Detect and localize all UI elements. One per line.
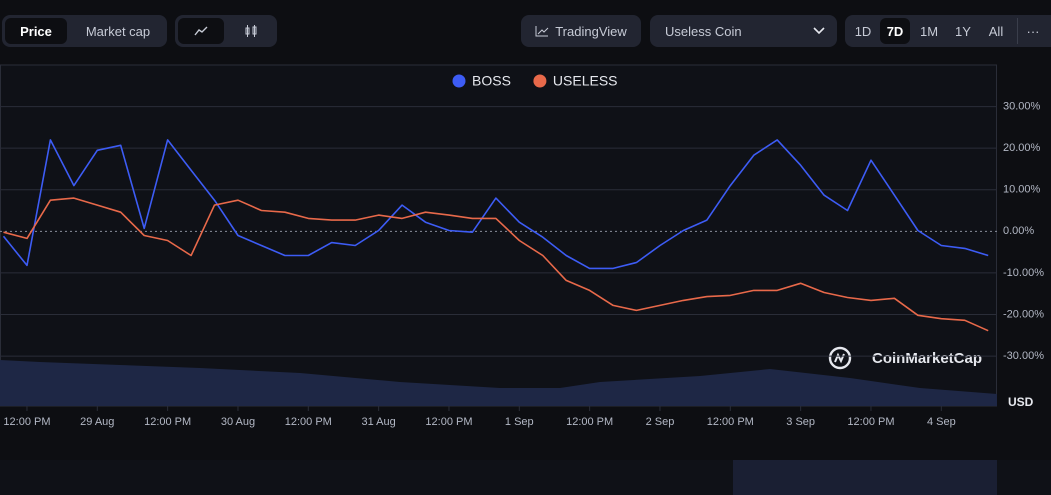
legend-swatch: [452, 74, 466, 88]
x-tick-label: 12:00 PM: [707, 416, 754, 428]
volume-area: [0, 360, 997, 406]
plot-area: [0, 64, 997, 407]
x-tick-label: 12:00 PM: [285, 416, 332, 428]
x-tick-label: 29 Aug: [80, 416, 114, 428]
range[interactable]: 1Y: [955, 23, 971, 39]
coin-select[interactable]: Useless Coin: [650, 15, 837, 47]
y-tick-label: -10.00%: [1003, 267, 1044, 279]
legend-swatch: [533, 74, 547, 88]
y-tick-label: 10.00%: [1003, 184, 1041, 196]
range-group: 1D 7D 1M 1Y All ···: [845, 15, 1051, 47]
line-icon: [194, 26, 208, 36]
chevron: [813, 27, 825, 35]
tradingview-label: TradingView: [555, 23, 627, 39]
tab-group: Price Market cap: [2, 15, 167, 47]
line-toggle[interactable]: [178, 18, 224, 44]
x-tick-label: 2 Sep: [646, 416, 675, 428]
x-tick-label: 31 Aug: [362, 416, 396, 428]
legend-label: BOSS: [472, 73, 511, 89]
candle-icon: [245, 25, 257, 37]
x-tick-label: 12:00 PM: [847, 416, 894, 428]
watermark: CoinMarketCap: [872, 350, 982, 367]
y-tick-label: 0.00%: [1003, 225, 1034, 237]
y-tick-label: -20.00%: [1003, 308, 1044, 320]
y-tick-label: 30.00%: [1003, 100, 1041, 112]
series-line: [3, 197, 989, 332]
x-tick-label: 12:00 PM: [3, 416, 50, 428]
coin-select-label: Useless Coin: [665, 23, 742, 39]
tradingview-button[interactable]: TradingView: [521, 15, 641, 47]
candle-toggle[interactable]: [228, 18, 274, 44]
x-tick-label: 12:00 PM: [144, 416, 191, 428]
x-tick-label: 30 Aug: [221, 416, 255, 428]
range[interactable]: 7D: [880, 18, 910, 44]
legend: BOSS USELESS: [452, 73, 618, 89]
currency-label: USD: [1008, 395, 1034, 409]
tab[interactable]: Market cap: [85, 23, 151, 39]
x-tick-label: 12:00 PM: [566, 416, 613, 428]
range[interactable]: All: [988, 23, 1004, 39]
x-tick-label: 12:00 PM: [425, 416, 472, 428]
range[interactable]: 1D: [854, 23, 872, 39]
navigator-window[interactable]: [733, 460, 997, 495]
y-tick-label: 20.00%: [1003, 142, 1041, 154]
tab[interactable]: Price: [5, 18, 67, 44]
chart: CoinMarketCap USD 30.00% 20.00% 10.00% 0.00…: [0, 64, 1051, 495]
y-tick-label: -30.00%: [1003, 350, 1044, 362]
x-tick-label: 4 Sep: [927, 416, 956, 428]
watermark-logo: [828, 346, 852, 370]
tv-icon: [535, 26, 549, 37]
legend-label: USELESS: [553, 73, 618, 89]
range[interactable]: 1M: [919, 23, 939, 39]
x-tick-label: 1 Sep: [505, 416, 534, 428]
more[interactable]: ···: [1017, 18, 1048, 44]
x-tick-label: 3 Sep: [786, 416, 815, 428]
series-line: [2, 139, 989, 270]
chart-type-group: [175, 15, 277, 47]
